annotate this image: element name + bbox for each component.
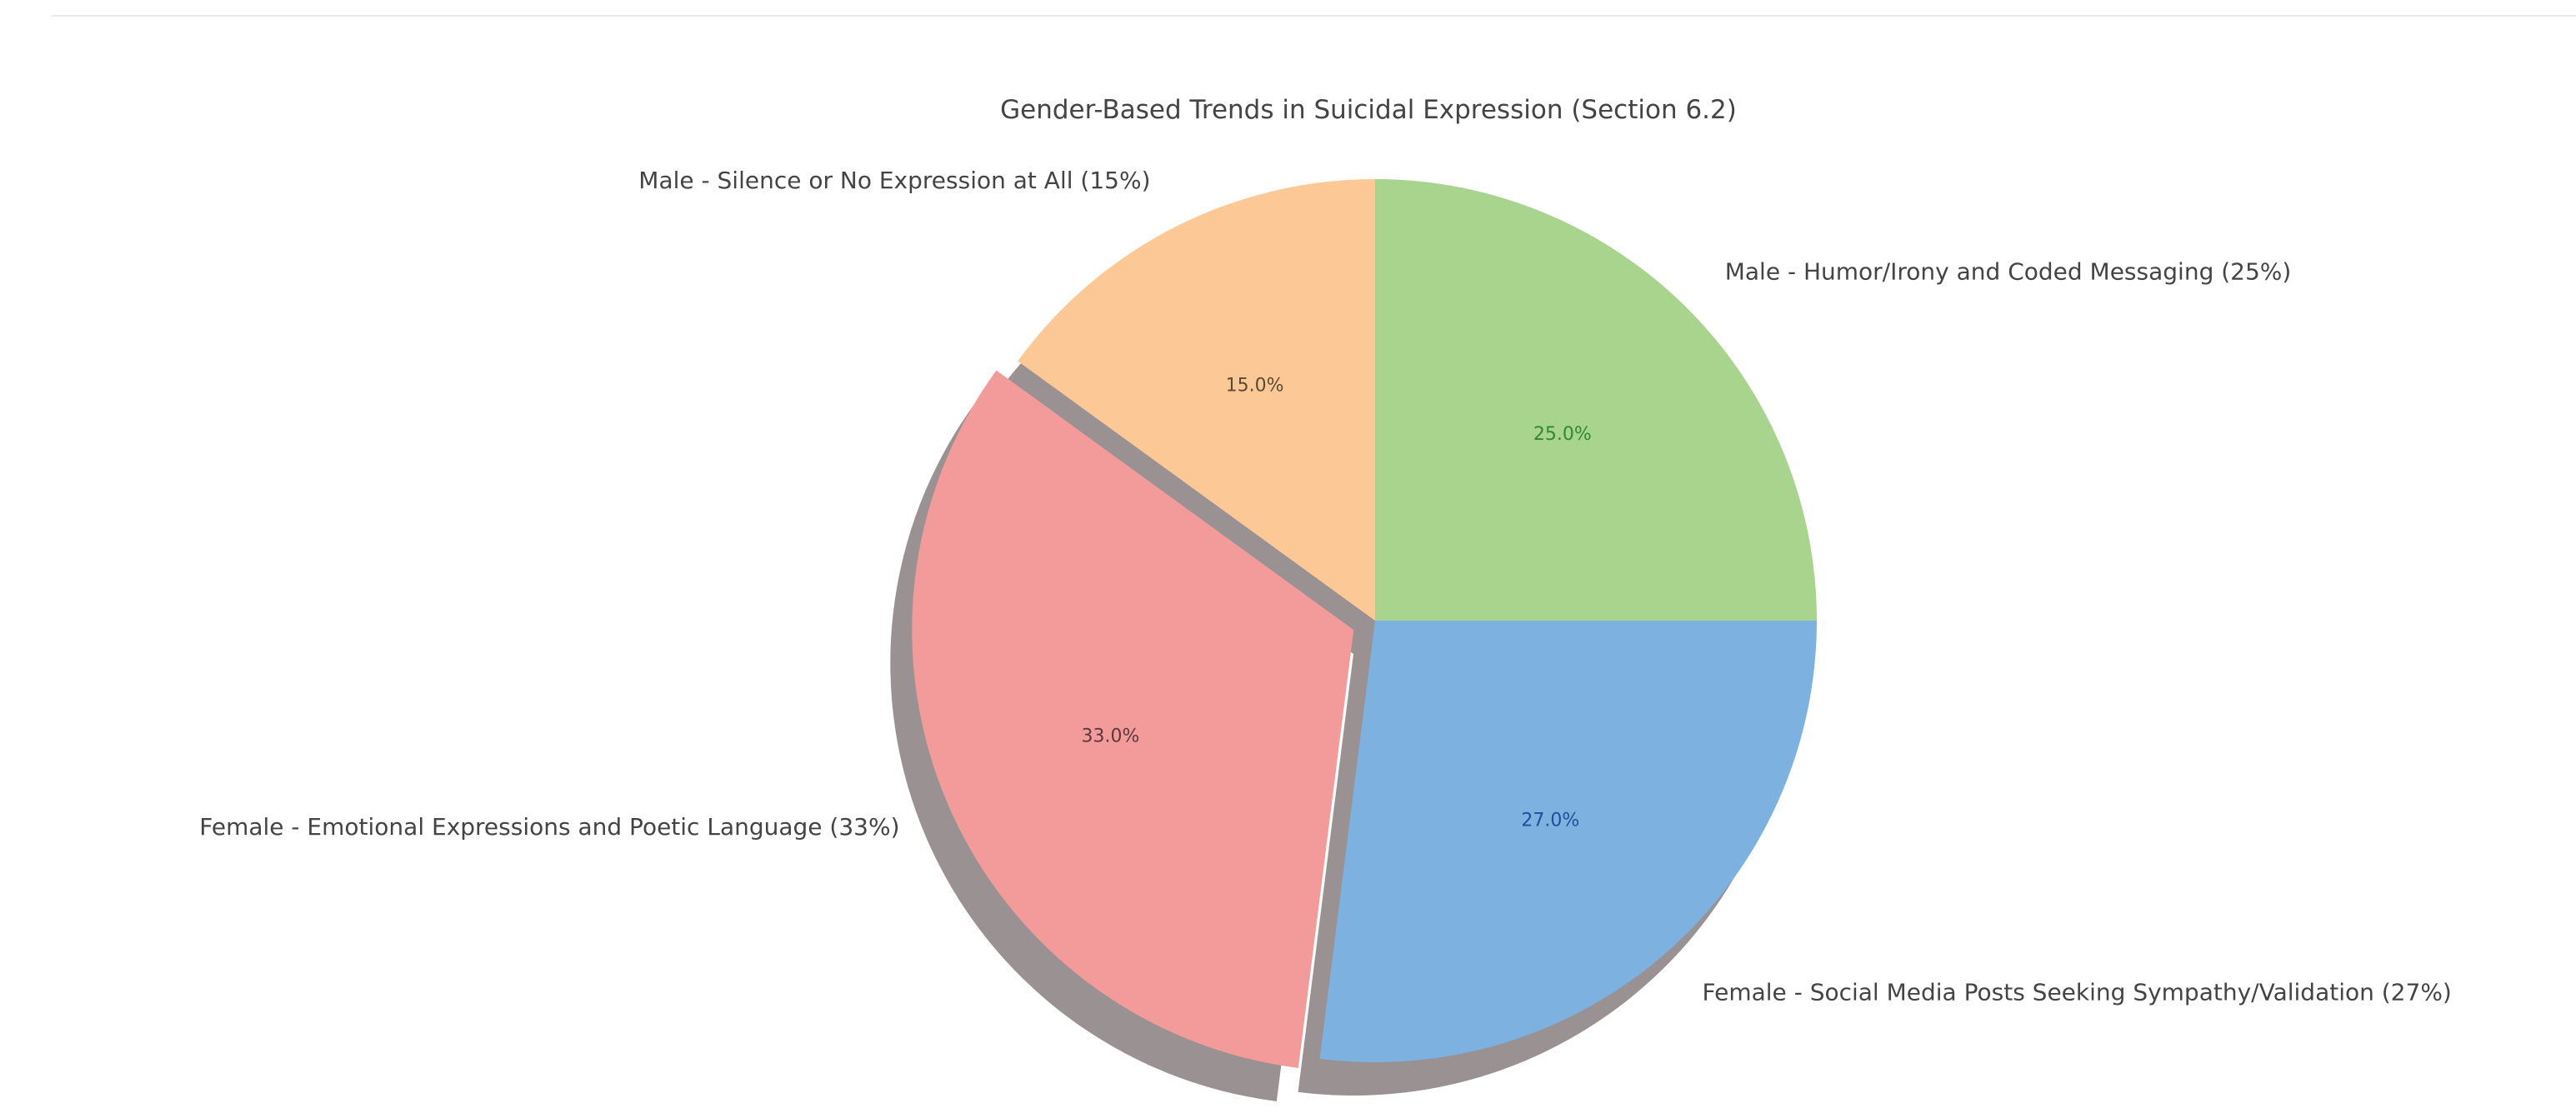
pie-slice-3 xyxy=(1018,179,1375,621)
slice-label-1: Female - Social Media Posts Seeking Symp… xyxy=(1703,978,2452,1006)
percent-label-0: 25.0% xyxy=(1533,424,1592,445)
percent-label-2: 33.0% xyxy=(1082,726,1140,746)
top-divider xyxy=(52,15,2576,17)
slice-label-0: Male - Humor/Irony and Coded Messaging (… xyxy=(1725,257,2292,285)
slice-label-2: Female - Emotional Expressions and Poeti… xyxy=(199,813,899,841)
pie-slice-1 xyxy=(1319,621,1817,1062)
slice-layer xyxy=(912,179,1817,1068)
slice-label-3: Male - Silence or No Expression at All (… xyxy=(638,167,1150,194)
chart-title: Gender-Based Trends in Suicidal Expressi… xyxy=(1000,95,1737,125)
percent-label-3: 15.0% xyxy=(1226,376,1284,397)
label-layer: 25.0% Male - Humor/Irony and Coded Messag… xyxy=(199,167,2452,1006)
pie-slice-0 xyxy=(1375,179,1817,621)
percent-label-1: 27.0% xyxy=(1521,811,1579,831)
pie-slice-2 xyxy=(912,370,1354,1068)
